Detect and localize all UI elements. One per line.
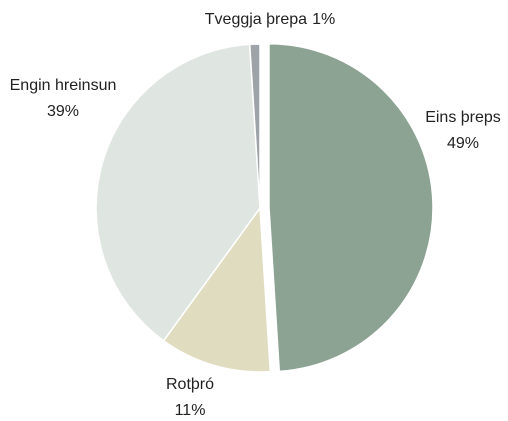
pie-slice bbox=[162, 205, 272, 373]
pie-slice bbox=[95, 43, 261, 342]
value-label: 1% bbox=[312, 11, 335, 28]
value-label: 39% bbox=[47, 103, 79, 120]
pie-slice bbox=[248, 43, 261, 209]
slice-label: Tveggja þrepa 1% bbox=[205, 11, 335, 28]
category-label: Engin hreinsun bbox=[10, 77, 117, 94]
value-label: 11% bbox=[175, 402, 206, 419]
category-label: Eins þreps bbox=[425, 109, 501, 126]
category-label: Tveggja þrepa bbox=[205, 11, 307, 28]
pie-slice bbox=[268, 42, 434, 373]
category-label: Rotþró bbox=[166, 376, 214, 393]
value-label: 49% bbox=[447, 135, 479, 152]
